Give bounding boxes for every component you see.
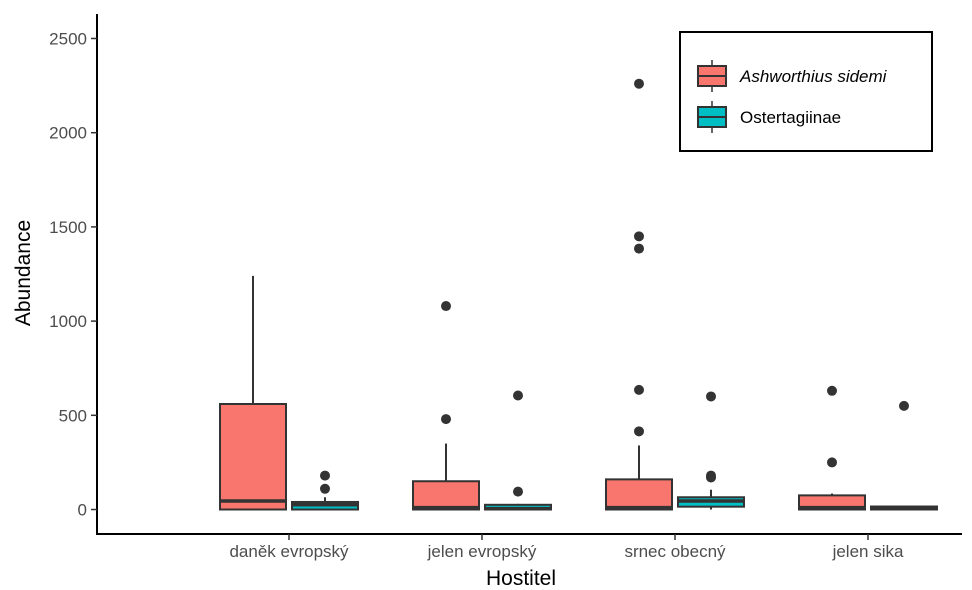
legend-label: Ostertagiinae [740,108,841,127]
y-tick-label: 0 [78,501,87,520]
outlier-point [320,483,330,494]
outlier-point [899,400,909,411]
outlier-point [634,426,644,437]
x-axis-title: Hostitel [486,567,556,590]
legend-frame [679,31,933,152]
y-axis-title: Abundance [12,220,35,326]
x-tick-label: jelen evropský [427,542,537,561]
outlier-point [441,301,451,312]
box-group [412,301,480,511]
plot-area [219,78,938,511]
box-group [484,390,552,511]
outlier-point [441,414,451,425]
y-tick-label: 1000 [49,312,87,331]
outlier-point [706,470,716,481]
outlier-point [513,486,523,497]
outlier-point [634,243,644,254]
y-tick-label: 500 [59,406,87,425]
axes: 0 500 1000 1500 2000 2500 daněk evropský jelen … [49,29,904,561]
legend: Ashworthius sidemi Ostertagiinae [679,31,933,152]
y-tick-label: 2000 [49,124,87,143]
outlier-point [513,390,523,401]
box-group [605,78,673,511]
legend-label: Ashworthius sidemi [739,67,888,86]
outlier-point [706,391,716,402]
box-group [291,470,359,511]
box-group [870,400,938,511]
outlier-point [320,470,330,481]
outlier-point [827,457,837,468]
x-tick-label: srnec obecný [624,542,726,561]
box-group [219,275,287,511]
y-tick-label: 2500 [49,29,87,48]
box-group [677,391,745,510]
box [605,478,673,511]
x-tick-label: daněk evropský [229,542,349,561]
y-tick-label: 1500 [49,218,87,237]
box [219,403,287,511]
outlier-point [634,384,644,395]
outlier-point [634,231,644,242]
box-group [798,385,866,511]
x-tick-label: jelen sika [832,542,904,561]
outlier-point [827,385,837,396]
outlier-point [634,78,644,89]
box [412,480,480,511]
